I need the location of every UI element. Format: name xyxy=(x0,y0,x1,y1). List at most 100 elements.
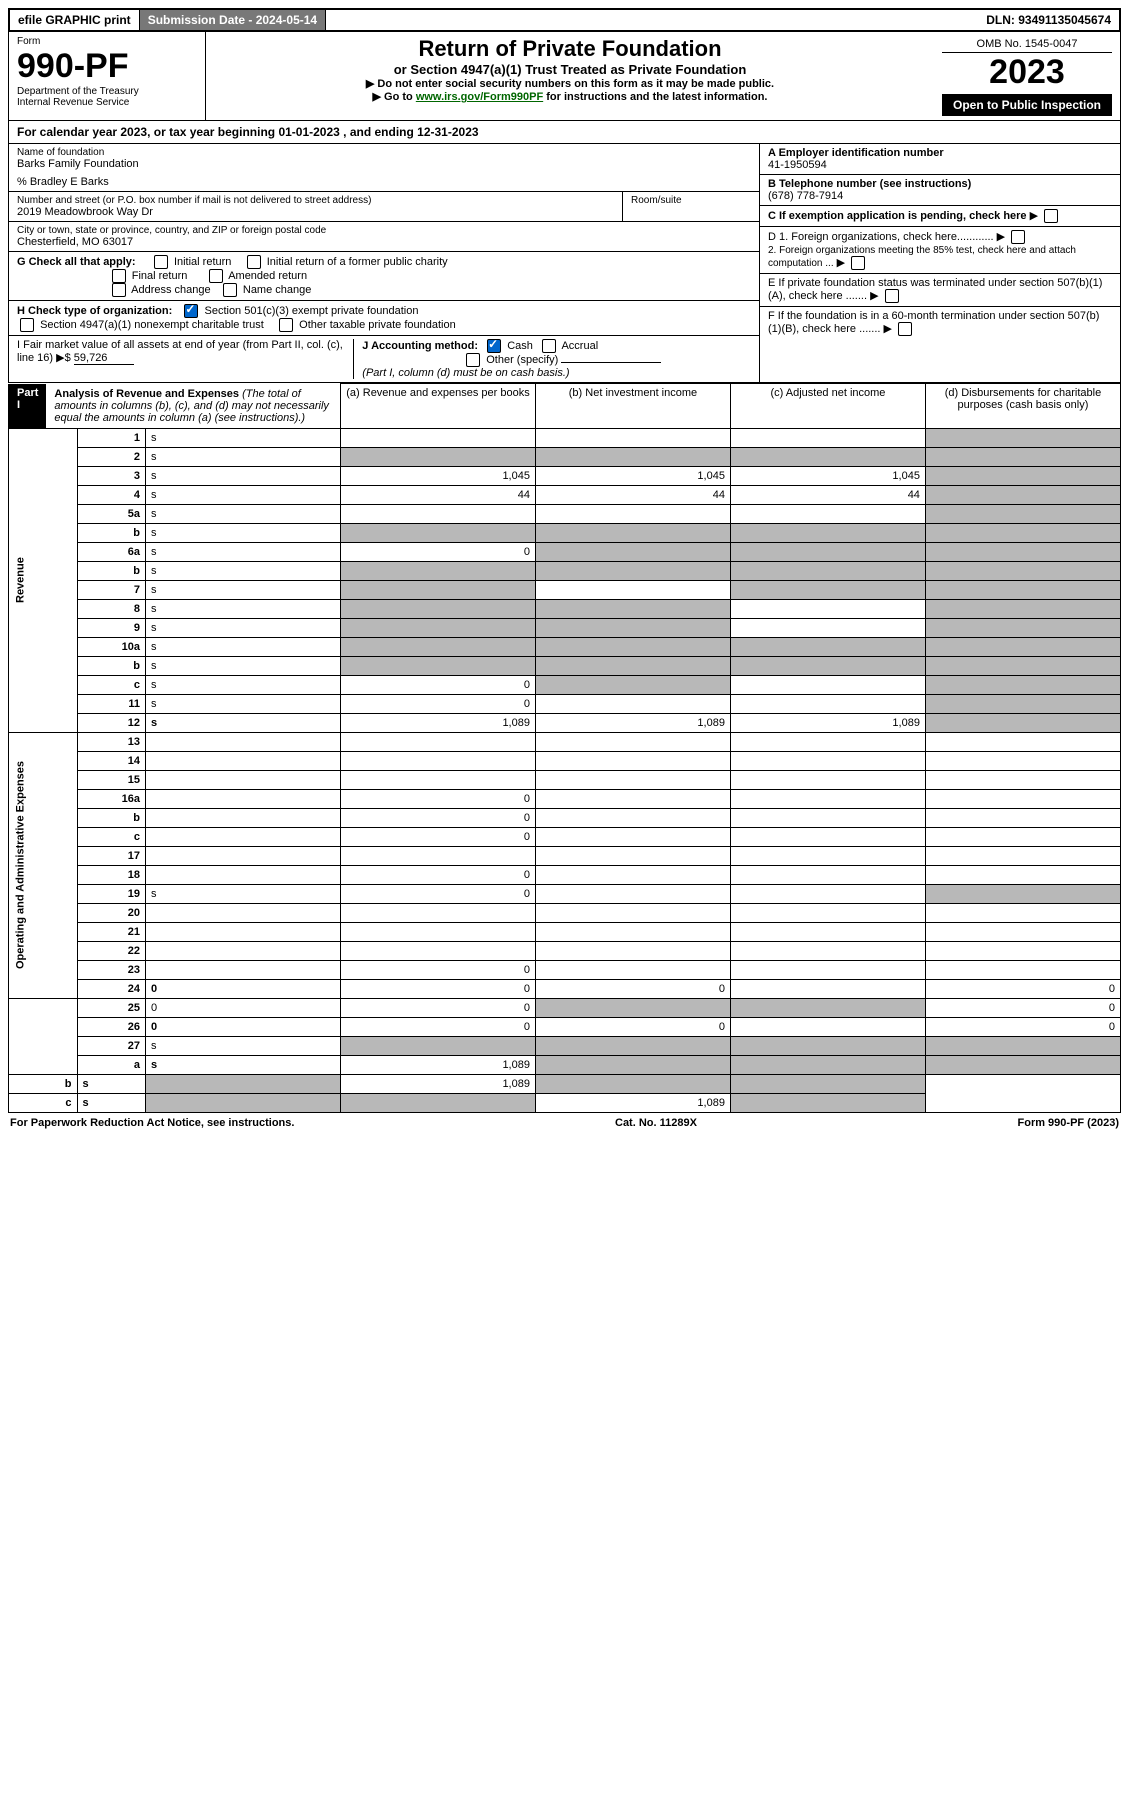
efile-label: efile GRAPHIC print xyxy=(10,10,140,30)
room-label: Room/suite xyxy=(631,195,682,206)
cell-b xyxy=(535,827,730,846)
note2-post: for instructions and the latest informat… xyxy=(543,91,767,103)
footer-left: For Paperwork Reduction Act Notice, see … xyxy=(10,1117,294,1129)
other-label: Other (specify) xyxy=(486,354,558,366)
cell-b xyxy=(535,580,730,599)
part1-desc: Analysis of Revenue and Expenses (The to… xyxy=(46,384,340,428)
cell-d xyxy=(925,504,1120,523)
h-section: H Check type of organization: Section 50… xyxy=(9,301,759,336)
f-checkbox[interactable] xyxy=(898,322,912,336)
accrual-checkbox[interactable] xyxy=(542,339,556,353)
cell-d xyxy=(925,675,1120,694)
part1-label: Part I xyxy=(9,384,46,428)
row-desc: s xyxy=(146,466,341,485)
cell-b: 1,089 xyxy=(535,713,730,732)
name-label: Name of foundation xyxy=(17,147,751,158)
cell-a: 0 xyxy=(340,884,535,903)
row-desc: s xyxy=(146,561,341,580)
sec501-checkbox[interactable] xyxy=(184,304,198,318)
cell-d xyxy=(925,770,1120,789)
cell-b xyxy=(535,998,730,1017)
cell-c xyxy=(730,694,925,713)
cell-d: 0 xyxy=(925,1017,1120,1036)
i-j-section: I Fair market value of all assets at end… xyxy=(9,336,759,382)
row-number: c xyxy=(77,675,146,694)
row-desc: s xyxy=(146,428,341,447)
name-change-checkbox[interactable] xyxy=(223,283,237,297)
footer-right: Form 990-PF (2023) xyxy=(1018,1117,1119,1129)
row-number: 19 xyxy=(77,884,146,903)
form-subtitle: or Section 4947(a)(1) Trust Treated as P… xyxy=(214,62,926,77)
cell-a xyxy=(340,846,535,865)
cell-d xyxy=(925,865,1120,884)
cell-a xyxy=(340,903,535,922)
initial-former-checkbox[interactable] xyxy=(247,255,261,269)
cell-c xyxy=(730,827,925,846)
care-of: % Bradley E Barks xyxy=(17,176,751,188)
row-desc: s xyxy=(146,637,341,656)
final-return-checkbox[interactable] xyxy=(112,269,126,283)
row-desc: 0 xyxy=(146,979,341,998)
cell-d xyxy=(925,580,1120,599)
cell-a xyxy=(340,941,535,960)
row-desc: s xyxy=(146,675,341,694)
cell-b xyxy=(535,447,730,466)
h-label: H Check type of organization: xyxy=(17,305,172,317)
address-change-label: Address change xyxy=(131,284,211,296)
row-number: 16a xyxy=(77,789,146,808)
cell-a xyxy=(340,922,535,941)
cell-c xyxy=(730,922,925,941)
d2-checkbox[interactable] xyxy=(851,256,865,270)
irs-link[interactable]: www.irs.gov/Form990PF xyxy=(416,91,543,103)
row-desc xyxy=(146,922,341,941)
cell-c xyxy=(730,1036,925,1055)
accrual-label: Accrual xyxy=(561,340,598,352)
row-number: 24 xyxy=(77,979,146,998)
e-checkbox[interactable] xyxy=(885,289,899,303)
row-desc: s xyxy=(146,447,341,466)
row-number: 18 xyxy=(77,865,146,884)
cell-d xyxy=(925,428,1120,447)
row-number: c xyxy=(77,827,146,846)
cell-b xyxy=(535,922,730,941)
initial-return-checkbox[interactable] xyxy=(154,255,168,269)
cell-c xyxy=(730,770,925,789)
row-number: 11 xyxy=(77,694,146,713)
cell-b xyxy=(340,1093,535,1112)
cell-c xyxy=(730,865,925,884)
other-checkbox[interactable] xyxy=(466,353,480,367)
other-taxable-checkbox[interactable] xyxy=(279,318,293,332)
cell-b xyxy=(535,846,730,865)
footer-center: Cat. No. 11289X xyxy=(615,1117,697,1129)
cell-b xyxy=(535,751,730,770)
cell-a xyxy=(146,1093,341,1112)
cell-d xyxy=(925,941,1120,960)
row-desc xyxy=(146,903,341,922)
cell-c xyxy=(730,675,925,694)
row-number: b xyxy=(77,656,146,675)
cell-a xyxy=(340,637,535,656)
irs-label: Internal Revenue Service xyxy=(17,97,197,108)
cell-c xyxy=(730,732,925,751)
j-label: J Accounting method: xyxy=(362,340,478,352)
submission-date: Submission Date - 2024-05-14 xyxy=(140,10,326,30)
cell-d xyxy=(925,694,1120,713)
cell-b xyxy=(535,1036,730,1055)
cell-b xyxy=(535,637,730,656)
cash-checkbox[interactable] xyxy=(487,339,501,353)
sec4947-checkbox[interactable] xyxy=(20,318,34,332)
cell-b xyxy=(535,903,730,922)
header-right: OMB No. 1545-0047 2023 Open to Public In… xyxy=(934,32,1120,120)
form-word: Form xyxy=(17,36,197,47)
amended-return-checkbox[interactable] xyxy=(209,269,223,283)
c-checkbox[interactable] xyxy=(1044,209,1058,223)
row-desc: s xyxy=(146,656,341,675)
cell-c xyxy=(730,998,925,1017)
row-desc: 0 xyxy=(146,998,341,1017)
row-desc: 0 xyxy=(146,1017,341,1036)
d1-checkbox[interactable] xyxy=(1011,230,1025,244)
cell-a: 0 xyxy=(340,865,535,884)
cell-c xyxy=(730,542,925,561)
cell-b xyxy=(535,694,730,713)
address-change-checkbox[interactable] xyxy=(112,283,126,297)
